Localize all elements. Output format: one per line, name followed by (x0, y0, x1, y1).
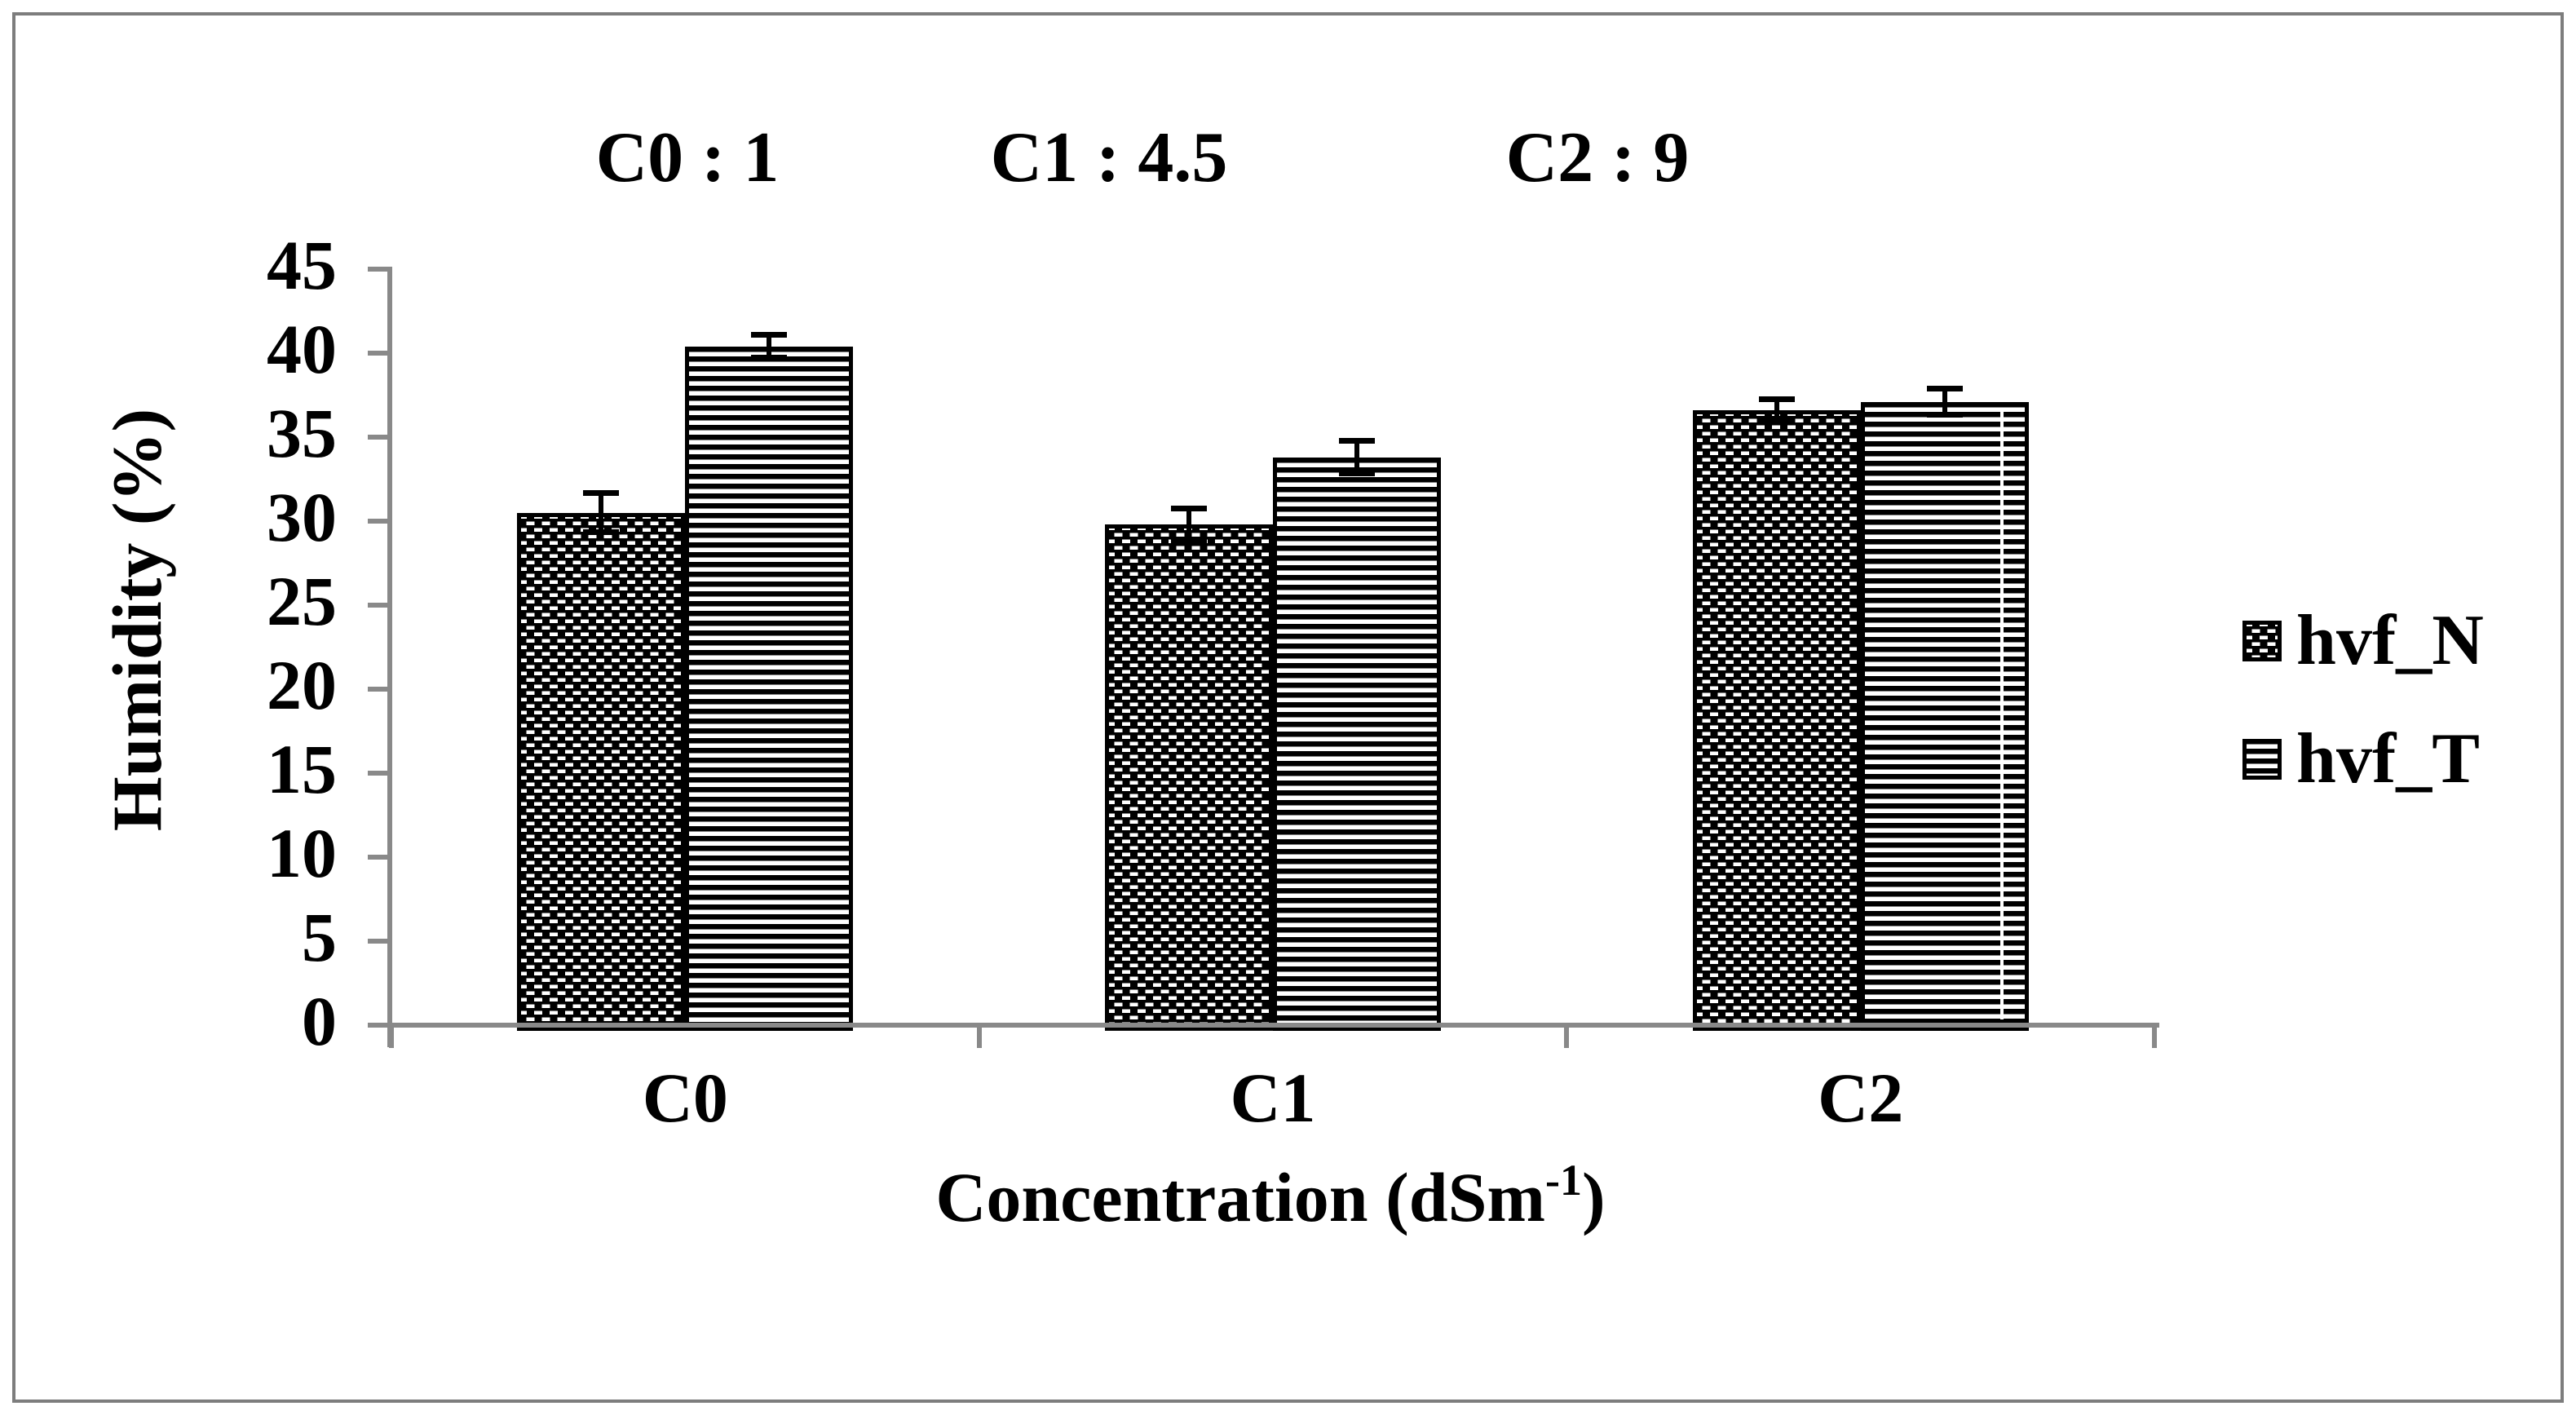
y-tick-mark (368, 1023, 389, 1028)
bar-hvf_N-C2 (1692, 410, 1861, 1031)
y-tick-mark (368, 267, 389, 272)
x-axis-title-close: ) (1582, 1158, 1606, 1236)
x-axis-title: Concentration (dSm-1) (904, 1158, 1637, 1232)
x-category-label: C2 (1818, 1059, 1904, 1137)
y-tick-label: 5 (302, 898, 337, 976)
y-tick-mark (368, 519, 389, 524)
error-bar-cap-top (1926, 386, 1963, 392)
error-bar-cap-top (1339, 438, 1375, 444)
legend-label-hvf_N: hvf_N (2296, 601, 2484, 680)
bar-hvf_T-C2 (1860, 401, 2029, 1031)
bar-hvf_T-C0 (685, 346, 854, 1031)
error-bar-cap-top (1758, 396, 1795, 402)
y-tick-mark (368, 351, 389, 356)
legend-label-hvf_T: hvf_T (2296, 719, 2480, 798)
x-axis-title-superscript: -1 (1545, 1156, 1583, 1205)
y-tick-mark (368, 771, 389, 776)
bar-hvf_N-C1 (1105, 524, 1273, 1031)
error-bar-cap-bottom (751, 355, 788, 361)
error-bar-stem (1186, 507, 1191, 542)
bar-pattern-svg (517, 512, 686, 1031)
y-tick-label: 10 (267, 814, 337, 892)
bar-pattern-svg (1105, 524, 1273, 1031)
error-bar-stem (1942, 388, 1947, 416)
y-tick-mark (368, 855, 389, 860)
error-bar-cap-bottom (1758, 418, 1795, 425)
error-bar-cap-top (751, 332, 788, 338)
group-annotation: C0 : 1 (595, 118, 780, 197)
y-tick-label: 35 (267, 394, 337, 472)
x-axis-line (387, 1023, 2159, 1028)
x-category-label: C1 (1230, 1059, 1316, 1137)
x-boundary-tick (1564, 1025, 1570, 1048)
x-category-label: C0 (642, 1059, 728, 1137)
error-bar-stem (1354, 440, 1359, 475)
y-axis-line (387, 267, 392, 1047)
legend-swatch-hvf_T (2242, 739, 2282, 780)
legend-item-hvf_T: hvf_T (2242, 723, 2480, 796)
y-tick-label: 25 (267, 562, 337, 640)
y-tick-label: 15 (267, 730, 337, 808)
group-annotation: C2 : 9 (1505, 118, 1690, 197)
error-bar-cap-bottom (1926, 412, 1963, 418)
bar-pattern-svg (685, 346, 854, 1031)
y-tick-label: 40 (267, 310, 337, 388)
y-tick-mark (368, 435, 389, 440)
x-axis-title-text: Concentration (dSm (935, 1158, 1546, 1236)
bar-pattern-svg (1692, 410, 1861, 1031)
y-tick-label: 20 (267, 646, 337, 724)
y-tick-label: 30 (267, 478, 337, 556)
artifact-white-line (1999, 409, 2004, 1019)
error-bar-cap-bottom (583, 529, 620, 536)
bar-pattern-svg (1273, 457, 1441, 1031)
group-annotation: C1 : 4.5 (990, 118, 1228, 197)
error-bar-stem (767, 334, 772, 359)
x-boundary-tick (389, 1025, 394, 1048)
legend-swatch-hvf_N (2242, 621, 2282, 661)
y-tick-label: 45 (267, 226, 337, 304)
error-bar-cap-top (1171, 505, 1207, 511)
x-boundary-tick (2152, 1025, 2157, 1048)
bar-hvf_T-C1 (1273, 457, 1441, 1031)
error-bar-cap-bottom (1339, 471, 1375, 477)
error-bar-cap-bottom (1171, 537, 1207, 544)
y-tick-mark (368, 939, 389, 944)
y-tick-mark (368, 687, 389, 692)
y-tick-label: 0 (302, 982, 337, 1060)
error-bar-cap-top (583, 489, 620, 496)
error-bar-stem (599, 492, 604, 533)
legend-item-hvf_N: hvf_N (2242, 604, 2484, 678)
bar-pattern-svg (1860, 401, 2029, 1031)
error-bar-stem (1774, 398, 1779, 422)
y-tick-mark (368, 603, 389, 608)
bar-hvf_N-C0 (517, 512, 686, 1031)
x-boundary-tick (976, 1025, 982, 1048)
